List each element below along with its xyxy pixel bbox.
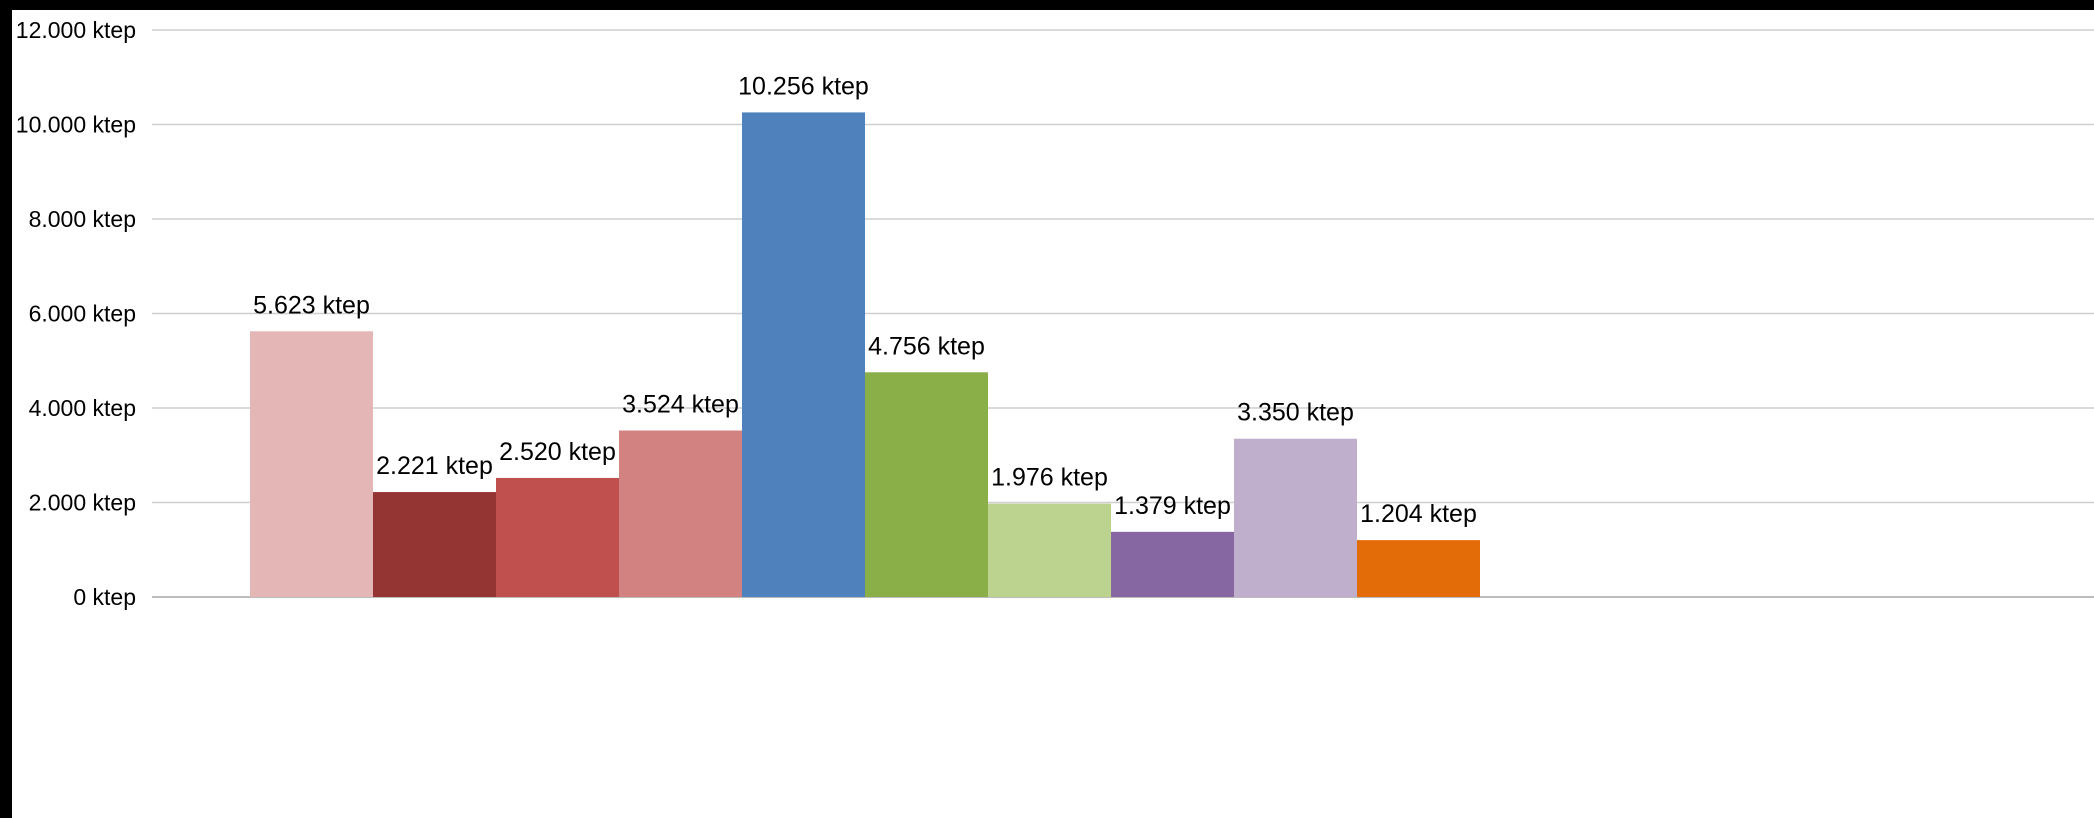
- bar: [988, 503, 1111, 597]
- data-label: 1.379 ktep: [1114, 492, 1231, 520]
- chart-area: 0 ktep 2.000 ktep 4.000 ktep 6.000 ktep 8.00…: [12, 10, 2094, 818]
- data-label: 5.623 ktep: [253, 291, 370, 319]
- data-label: 2.520 ktep: [499, 438, 616, 466]
- bar: [742, 112, 865, 598]
- bar-chart: 0 ktep 2.000 ktep 4.000 ktep 6.000 ktep 8.00…: [16, 17, 2094, 610]
- data-label: 1.976 ktep: [991, 464, 1108, 492]
- bar: [1234, 438, 1357, 597]
- y-axis-tick-labels: 0 ktep 2.000 ktep 4.000 ktep 6.000 ktep 8.00…: [16, 17, 136, 610]
- y-tick-label: 0 ktep: [73, 584, 136, 610]
- data-label: 3.524 ktep: [622, 390, 739, 418]
- bar: [250, 331, 373, 597]
- bars: [250, 112, 1480, 598]
- data-label: 2.221 ktep: [376, 452, 493, 480]
- bar: [1111, 531, 1234, 597]
- y-tick-label: 6.000 ktep: [29, 301, 136, 327]
- data-label: 10.256 ktep: [738, 72, 869, 100]
- bar: [1357, 540, 1480, 597]
- y-tick-label: 8.000 ktep: [29, 206, 136, 232]
- data-label: 3.350 ktep: [1237, 399, 1354, 427]
- y-tick-label: 10.000 ktep: [16, 112, 136, 138]
- bar: [865, 372, 988, 597]
- bar: [373, 492, 496, 597]
- bar: [619, 430, 742, 597]
- y-tick-label: 12.000 ktep: [16, 17, 136, 43]
- y-tick-label: 4.000 ktep: [29, 395, 136, 421]
- data-label: 1.204 ktep: [1360, 500, 1477, 528]
- bar: [496, 477, 619, 597]
- data-label: 4.756 ktep: [868, 332, 985, 360]
- y-tick-label: 2.000 ktep: [29, 490, 136, 516]
